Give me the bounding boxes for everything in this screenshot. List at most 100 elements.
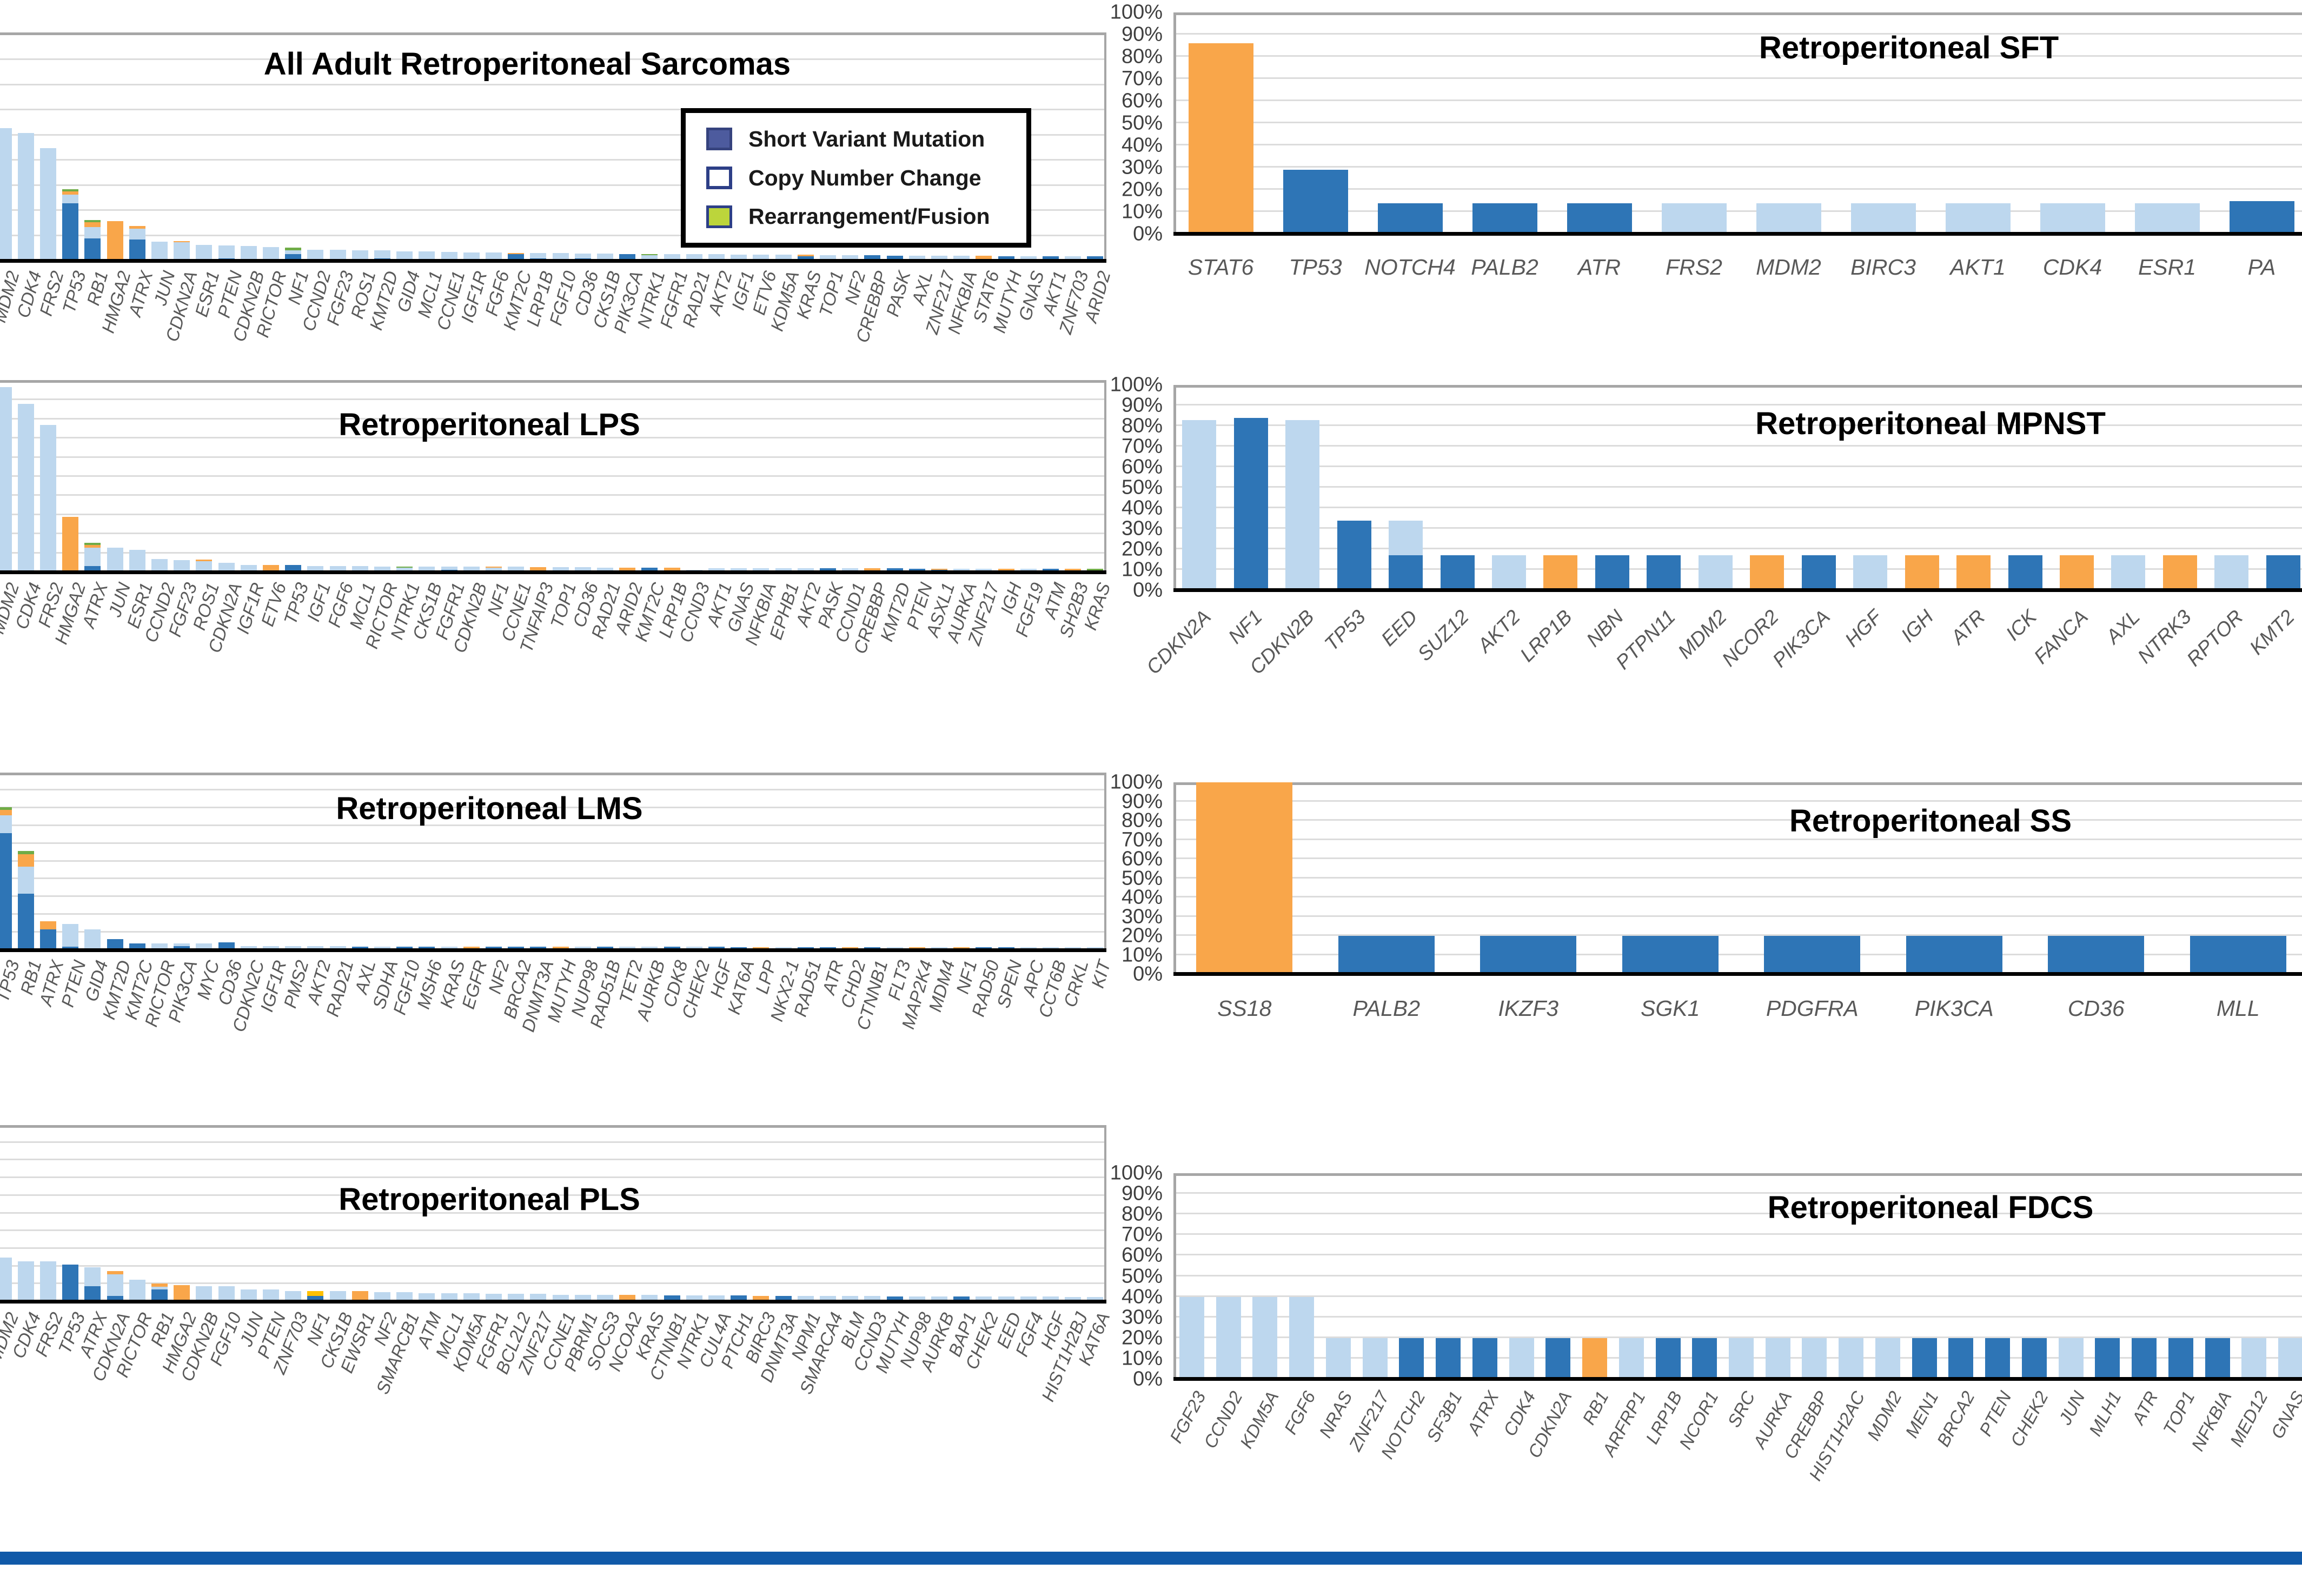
gridline	[1173, 1274, 2302, 1276]
bar-segment-rearrangement_green	[396, 566, 413, 568]
gridline	[1173, 915, 2302, 917]
bar-segment-rearrangement_green	[0, 807, 12, 810]
bar-segment-short_variant	[953, 1296, 970, 1302]
gene-label: PTEN	[1975, 1388, 2015, 1440]
bar-segment-copy_number	[1252, 1296, 1278, 1379]
bar-segment-rearrangement_green	[285, 247, 302, 251]
y-axis-tick-label: 100%	[1110, 770, 1163, 794]
bar-segment-copy_number	[396, 568, 413, 573]
chart-title-mpnst: Retroperitoneal MPNST	[1755, 406, 2106, 441]
bar-segment-short_variant	[0, 833, 12, 950]
y-axis-tick-label: 40%	[1121, 496, 1163, 520]
y-axis-tick-label: 30%	[1121, 905, 1163, 928]
bar-segment-copy_number	[552, 567, 569, 573]
bar-segment-copy_number	[508, 567, 525, 573]
y-axis-tick-label: 10%	[1121, 200, 1163, 223]
gene-label: TP53	[1289, 255, 1342, 280]
gridline	[1173, 210, 2302, 212]
gridline	[1173, 486, 2302, 488]
y-axis-tick-label: 90%	[1121, 1182, 1163, 1205]
legend-row-rearrangement: Rearrangement/Fusion	[706, 204, 1026, 229]
gene-label: PIK3CA	[1768, 606, 1835, 672]
bar-segment-rearrangement_orange	[1582, 1338, 1608, 1379]
gene-label: SUZ12	[1413, 606, 1473, 666]
bar-segment-rearrangement_orange	[0, 810, 12, 815]
bar-segment-short_variant	[1692, 1338, 1717, 1379]
bar-segment-copy_number	[419, 567, 435, 573]
bar-segment-rearrangement_orange	[351, 1291, 368, 1302]
panel-border-right	[1104, 380, 1106, 573]
bar-segment-copy_number	[664, 254, 680, 260]
bar-segment-copy_number	[1509, 1338, 1534, 1379]
bar-segment-short_variant	[107, 1295, 123, 1302]
bar-segment-copy_number	[263, 946, 279, 950]
bar-segment-copy_number	[329, 250, 346, 261]
bar-segment-rearrangement_orange	[1188, 43, 1253, 234]
gridline	[0, 551, 1106, 554]
bar-segment-rearrangement_yellow	[307, 1291, 324, 1296]
bar-segment-copy_number	[107, 1274, 123, 1296]
y-axis-tick-label: 30%	[1121, 156, 1163, 179]
bar-segment-copy_number	[1698, 555, 1733, 590]
y-axis-tick-label: 10%	[1121, 943, 1163, 966]
bar-segment-copy_number	[908, 1296, 925, 1302]
gene-label: NF1	[1224, 606, 1267, 648]
gene-label: NOTCH4	[1364, 255, 1456, 280]
gene-label: KMT2	[2245, 606, 2299, 659]
y-axis-tick-label: 60%	[1121, 847, 1163, 870]
gridline	[0, 1159, 1106, 1161]
bar-segment-short_variant	[1545, 1338, 1571, 1379]
bar-segment-copy_number	[530, 252, 547, 259]
bar-segment-copy_number	[1289, 1296, 1315, 1379]
bar-segment-rearrangement_green	[84, 220, 101, 222]
panel-border-top	[0, 32, 1106, 35]
bar-segment-short_variant	[1647, 555, 1681, 590]
bar-segment-copy_number	[574, 253, 591, 259]
gridline	[1173, 1336, 2302, 1338]
bar-segment-copy_number	[441, 251, 457, 261]
bar-segment-copy_number	[351, 250, 368, 261]
bar-segment-copy_number	[62, 923, 79, 947]
legend-box: Short Variant Mutation Copy Number Chang…	[681, 108, 1031, 248]
gene-label: STAT6	[1188, 255, 1254, 280]
chart-retroperitoneal-sft: 0% 10% 20% 30% 40% 50% 60% 70% 80% 90% 100% STAT6 TP…	[1110, 1, 2302, 280]
gridline	[1173, 819, 2302, 821]
bar-segment-copy_number	[842, 255, 859, 261]
y-axis-tick-label: 100%	[1110, 373, 1163, 396]
bar-segment-short_variant	[2048, 936, 2145, 974]
y-axis-tick-label: 60%	[1121, 1243, 1163, 1267]
bar-segment-copy_number	[17, 867, 34, 894]
gridline	[0, 159, 1106, 161]
gene-label: ATR	[1946, 606, 1989, 649]
chart-title-all-adult: All Adult Retroperitoneal Sarcomas	[263, 46, 791, 82]
bar-segment-copy_number	[419, 1293, 435, 1302]
chart-title-fdcs: Retroperitoneal FDCS	[1767, 1190, 2094, 1225]
short-variant-swatch-icon	[706, 128, 732, 151]
x-axis-baseline	[0, 259, 1106, 263]
bar-segment-copy_number	[218, 245, 235, 259]
gene-label: PALB2	[1471, 255, 1538, 280]
gridline	[0, 513, 1106, 515]
bar-segment-copy_number	[1765, 1338, 1790, 1379]
bar-segment-rearrangement_green	[641, 254, 658, 255]
bar-segment-short_variant	[1472, 1338, 1497, 1379]
bar-segment-copy_number	[374, 566, 390, 573]
gridline	[0, 83, 1106, 85]
gridline	[1173, 1192, 2302, 1194]
bar-segment-rearrangement_orange	[486, 567, 502, 568]
legend-row-copy-number: Copy Number Change	[706, 165, 1026, 191]
bar-segment-short_variant	[2205, 1338, 2230, 1379]
chart-title-lms: Retroperitoneal LMS	[336, 791, 643, 826]
panel-border-left	[1173, 1173, 1176, 1379]
bar-segment-short_variant	[40, 929, 56, 950]
bar-segment-rearrangement_orange	[1750, 555, 1784, 590]
bar-segment-short_variant	[1948, 1338, 1974, 1379]
panel-border-left	[1173, 385, 1176, 590]
bar-segment-copy_number	[1729, 1338, 1754, 1379]
bar-segment-copy_number	[396, 251, 413, 261]
gridline	[0, 437, 1106, 439]
panel-border-right	[1104, 773, 1106, 950]
gene-label: LRP1B	[1516, 606, 1576, 666]
bar-segment-rearrangement_green	[84, 543, 101, 545]
bar-segment-copy_number	[441, 567, 457, 570]
